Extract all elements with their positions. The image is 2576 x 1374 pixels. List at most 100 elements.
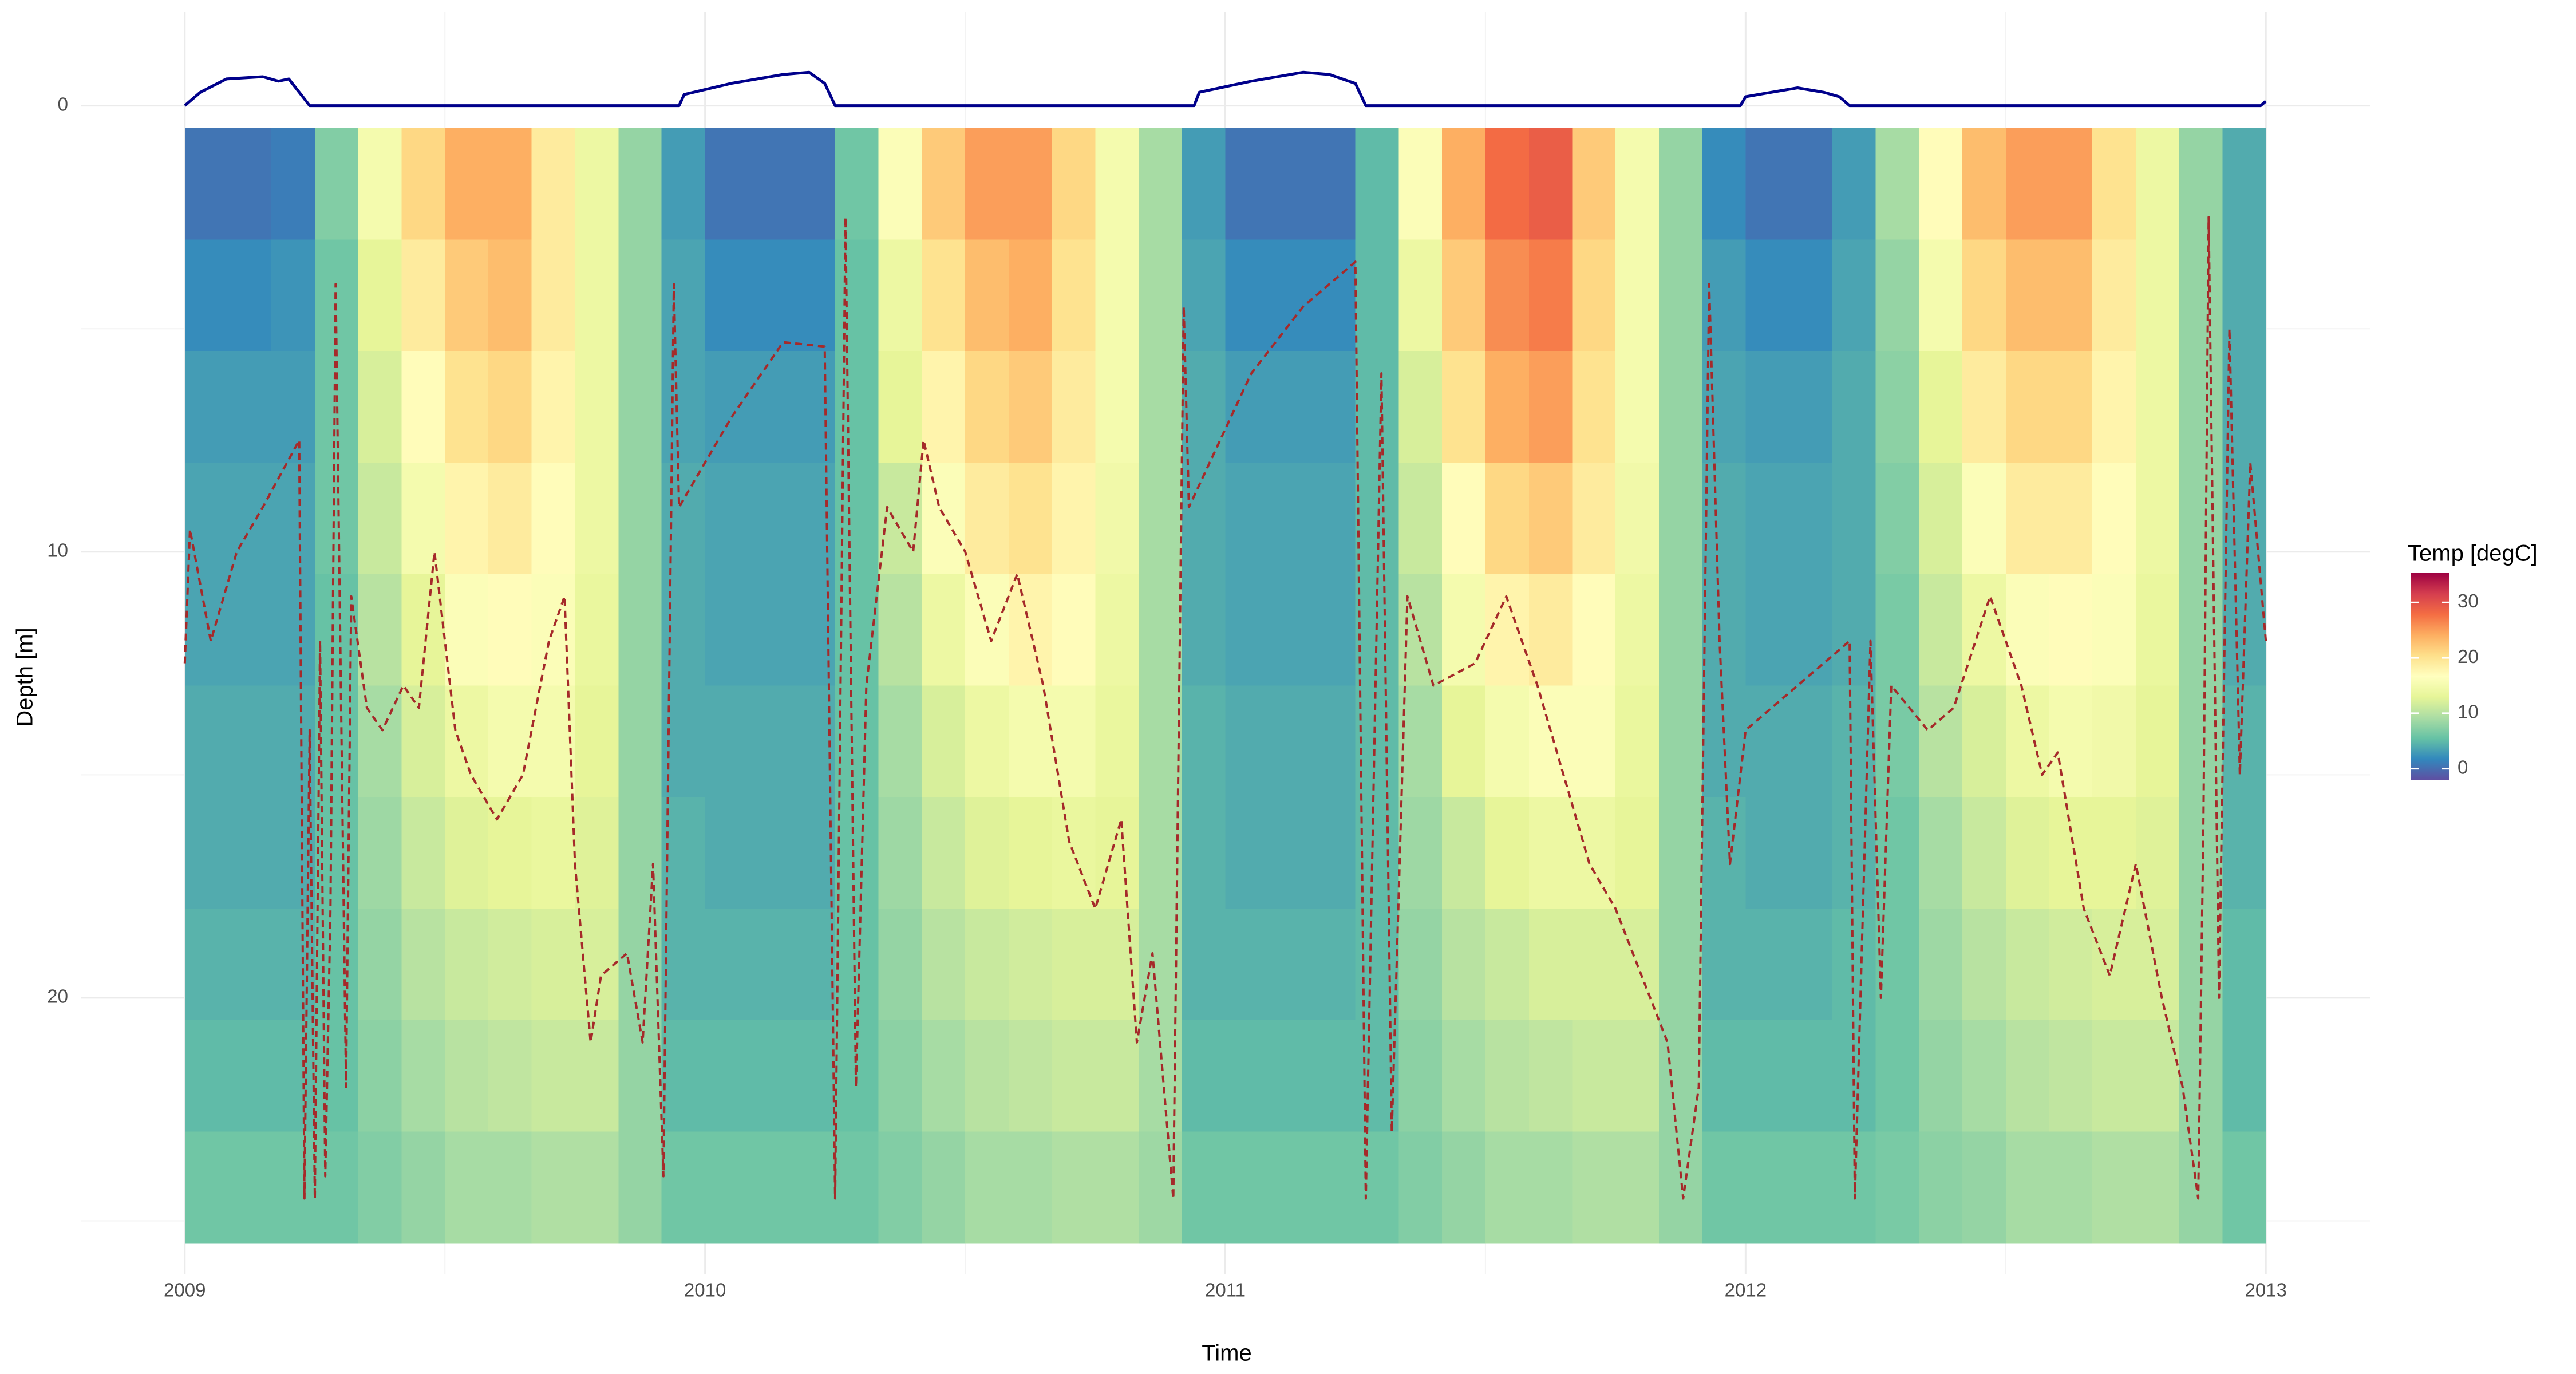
- heat-cell: [401, 797, 446, 909]
- heat-cell: [401, 574, 446, 686]
- heat-cell: [1962, 239, 2006, 352]
- heat-cell: [618, 1131, 662, 1244]
- heat-cell: [1919, 574, 1963, 686]
- heat-cell: [1008, 239, 1053, 352]
- heat-cell: [1919, 239, 1963, 352]
- heat-cell: [1485, 797, 1530, 909]
- heat-cell: [1008, 797, 1053, 909]
- heat-cell: [1789, 574, 1833, 686]
- heat-cell: [2049, 128, 2093, 240]
- heat-cell: [1789, 1020, 1833, 1132]
- heat-cell: [922, 239, 966, 352]
- heat-cell: [878, 128, 922, 240]
- heat-cell: [1919, 462, 1963, 575]
- heat-cell: [1182, 462, 1226, 575]
- heat-cell: [2049, 574, 2093, 686]
- heat-cell: [878, 574, 922, 686]
- heat-cell: [1442, 239, 1486, 352]
- heat-cell: [401, 351, 446, 463]
- heat-cell: [748, 239, 792, 352]
- heat-cell: [2136, 239, 2180, 352]
- heat-cell: [1572, 685, 1616, 798]
- heat-cell: [2049, 797, 2093, 909]
- heat-cell: [575, 128, 619, 240]
- y-tick-label: 10: [47, 539, 68, 560]
- heat-cell: [1615, 685, 1660, 798]
- heat-cell: [2049, 1131, 2093, 1244]
- heat-cell: [835, 909, 879, 1021]
- heat-cell: [1702, 1020, 1747, 1132]
- heat-cell: [1485, 462, 1530, 575]
- heat-cell: [531, 909, 576, 1021]
- heat-cell: [445, 1131, 489, 1244]
- heat-cell: [2179, 351, 2223, 463]
- heat-cell: [1745, 685, 1790, 798]
- heat-cell: [791, 351, 836, 463]
- heat-cell: [575, 351, 619, 463]
- heat-cell: [1875, 128, 1920, 240]
- heat-cell: [1485, 1131, 1530, 1244]
- heat-cell: [2049, 462, 2093, 575]
- heat-cell: [1572, 574, 1616, 686]
- heat-cell: [2049, 685, 2093, 798]
- heat-cell: [2136, 1020, 2180, 1132]
- heat-cell: [271, 239, 315, 352]
- colorbar-tick-label: 20: [2458, 646, 2479, 667]
- heat-cell: [2005, 462, 2050, 575]
- heat-cell: [835, 685, 879, 798]
- lines: [183, 70, 2267, 1200]
- heat-cell: [531, 462, 576, 575]
- heat-cell: [1962, 685, 2006, 798]
- heat-cell: [1182, 239, 1226, 352]
- x-tick-label: 2013: [2245, 1280, 2287, 1301]
- heat-cell: [835, 574, 879, 686]
- heat-cell: [1398, 128, 1443, 240]
- x-tick-label: 2009: [164, 1280, 206, 1301]
- heat-cell: [705, 574, 749, 686]
- heat-cell: [1008, 1020, 1053, 1132]
- heat-cell: [922, 128, 966, 240]
- heat-cell: [1702, 909, 1747, 1021]
- x-tick-label: 2010: [684, 1280, 726, 1301]
- heat-cell: [575, 685, 619, 798]
- heat-cell: [1311, 1020, 1356, 1132]
- heat-cell: [1702, 351, 1747, 463]
- heat-cell: [228, 574, 272, 686]
- heat-cell: [1355, 128, 1400, 240]
- heat-cell: [922, 909, 966, 1021]
- heat-cell: [445, 1020, 489, 1132]
- heat-cell: [575, 1131, 619, 1244]
- heat-cell: [791, 239, 836, 352]
- heat-cell: [1875, 462, 1920, 575]
- heat-cell: [1789, 797, 1833, 909]
- heat-cell: [1528, 351, 1573, 463]
- heat-cell: [185, 1131, 229, 1244]
- heat-cell: [965, 351, 1009, 463]
- heat-cell: [271, 1131, 315, 1244]
- heat-cell: [1269, 351, 1313, 463]
- heat-cell: [835, 1020, 879, 1132]
- heat-cell: [1442, 128, 1486, 240]
- heat-cell: [575, 1020, 619, 1132]
- heat-cell: [1615, 351, 1660, 463]
- heat-cell: [1442, 909, 1486, 1021]
- heat-cell: [1702, 574, 1747, 686]
- heat-cell: [1875, 1131, 1920, 1244]
- heat-cell: [2005, 1020, 2050, 1132]
- heat-cell: [1095, 1020, 1139, 1132]
- heat-cell: [1659, 462, 1703, 575]
- heat-cell: [401, 128, 446, 240]
- heat-cell: [748, 574, 792, 686]
- heat-cell: [1919, 1020, 1963, 1132]
- heat-cell: [965, 797, 1009, 909]
- heat-cell: [445, 239, 489, 352]
- heat-cell: [2136, 462, 2180, 575]
- heat-cell: [1572, 351, 1616, 463]
- heat-cell: [401, 239, 446, 352]
- heat-cell: [2222, 128, 2266, 240]
- heat-cell: [1919, 351, 1963, 463]
- heat-cell: [1745, 351, 1790, 463]
- heat-cell: [228, 685, 272, 798]
- heat-cell: [1875, 1020, 1920, 1132]
- heat-cell: [271, 574, 315, 686]
